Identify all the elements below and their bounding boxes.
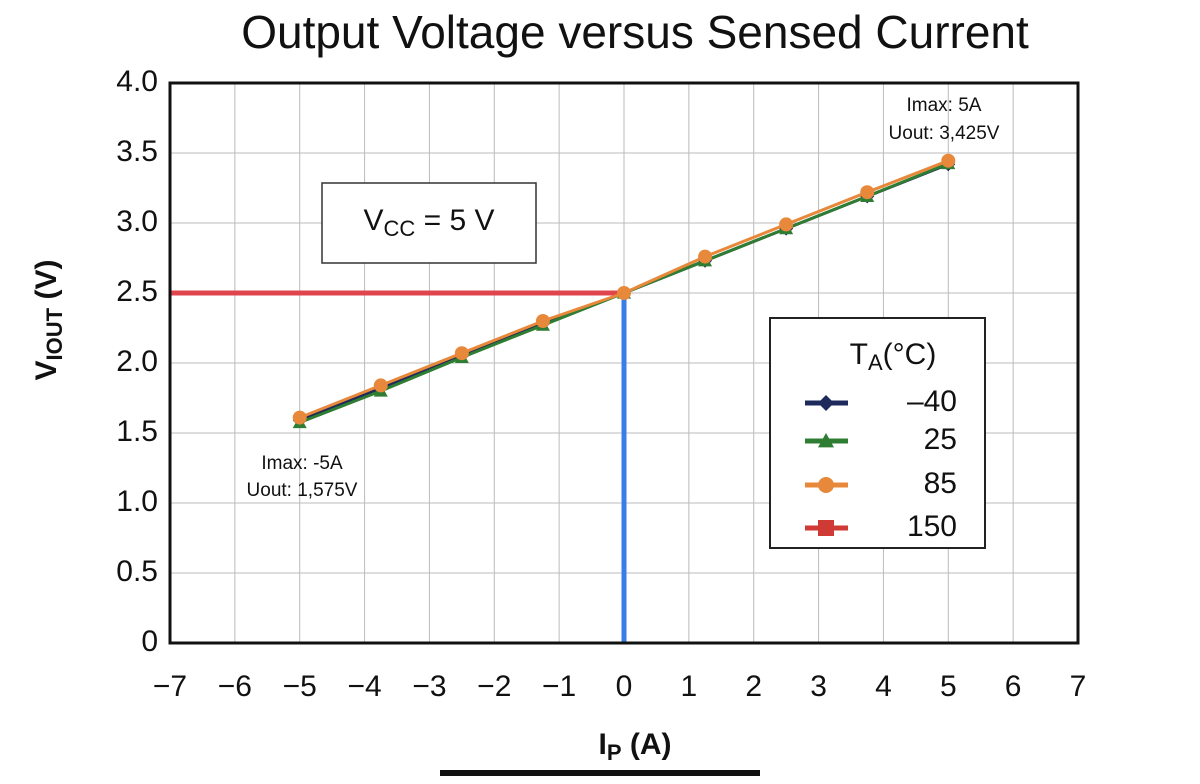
- marker: [698, 249, 713, 264]
- legend-title-sub: A: [868, 350, 883, 375]
- x-tick-label: −3: [412, 670, 446, 703]
- legend-label: 85: [924, 467, 957, 500]
- marker: [454, 346, 469, 361]
- marker: [818, 395, 834, 411]
- y-label-sub: IOUT: [42, 307, 67, 360]
- plot-frame: [168, 81, 1080, 645]
- y-tick-label: 3.0: [116, 205, 158, 238]
- annotation: Imax: -5A: [261, 453, 343, 474]
- marker: [292, 410, 307, 425]
- y-tick-label: 0: [141, 625, 158, 658]
- y-tick-label: 0.5: [116, 555, 158, 588]
- x-label-sub: P: [607, 740, 622, 765]
- x-axis-label: IP (A): [598, 728, 671, 765]
- marker: [818, 433, 834, 448]
- x-tick-label: 0: [616, 670, 633, 703]
- legend-title-main: T: [850, 338, 868, 371]
- legend-box: [769, 317, 986, 549]
- annotation: Uout: 1,575V: [247, 480, 358, 501]
- x-tick-label: 1: [681, 670, 698, 703]
- y-axis-label: VIOUT (V): [30, 260, 67, 381]
- marker: [818, 477, 834, 493]
- y-tick-label: 1.0: [116, 485, 158, 518]
- y-tick-label: 4.0: [116, 65, 158, 98]
- x-tick-label: −1: [542, 670, 576, 703]
- legend-label: –40: [907, 385, 957, 418]
- legend-title-rest: (°C): [883, 338, 937, 371]
- x-tick-label: −2: [477, 670, 511, 703]
- y-tick-label: 2.5: [116, 275, 158, 308]
- marker: [535, 314, 550, 328]
- annotation: Uout: 3,425V: [889, 123, 1000, 144]
- marker: [941, 153, 956, 168]
- y-label-rest: (V): [30, 260, 63, 308]
- marker: [779, 217, 794, 232]
- x-tick-label: −7: [153, 670, 187, 703]
- vcc-rest: = 5 V: [415, 204, 494, 237]
- y-tick-label: 2.0: [116, 345, 158, 378]
- x-tick-label: −5: [283, 670, 317, 703]
- marker: [617, 286, 631, 300]
- home-indicator: [440, 770, 760, 776]
- x-tick-label: 6: [1005, 670, 1022, 703]
- legend: –40 25 85 150: [805, 385, 957, 543]
- series: [292, 153, 956, 429]
- legend-title: TA(°C): [850, 338, 937, 375]
- y-tick-label: 3.5: [116, 135, 158, 168]
- vcc-label: VCC = 5 V: [363, 204, 494, 241]
- vcc-sub: CC: [384, 216, 416, 241]
- marker: [373, 378, 388, 393]
- ticks: −7 −6 −5 −4 −3 −2 −1 0 1 2 3 4 5 6 7 0 0.5 1.0 1.5 2.0 2.5 3.…: [116, 65, 1086, 703]
- vcc-main: V: [363, 204, 383, 237]
- legend-label: 150: [907, 510, 957, 543]
- x-tick-label: −4: [347, 670, 381, 703]
- x-tick-label: 3: [810, 670, 827, 703]
- y-tick-label: 1.5: [116, 415, 158, 448]
- legend-label: 25: [924, 423, 957, 456]
- marker: [860, 185, 875, 200]
- reference-lines: [170, 290, 627, 643]
- x-label-rest: (A): [622, 728, 672, 761]
- vcc-box: [321, 182, 537, 264]
- x-label-main: I: [598, 728, 606, 761]
- x-tick-label: 7: [1070, 670, 1087, 703]
- annotation: Imax: 5A: [907, 95, 982, 116]
- y-label-main: V: [30, 360, 63, 380]
- chart-title: Output Voltage versus Sensed Current: [241, 6, 1029, 58]
- marker: [818, 520, 834, 536]
- x-tick-label: −6: [218, 670, 252, 703]
- x-tick-label: 5: [940, 670, 957, 703]
- x-tick-label: 4: [875, 670, 892, 703]
- x-tick-label: 2: [745, 670, 762, 703]
